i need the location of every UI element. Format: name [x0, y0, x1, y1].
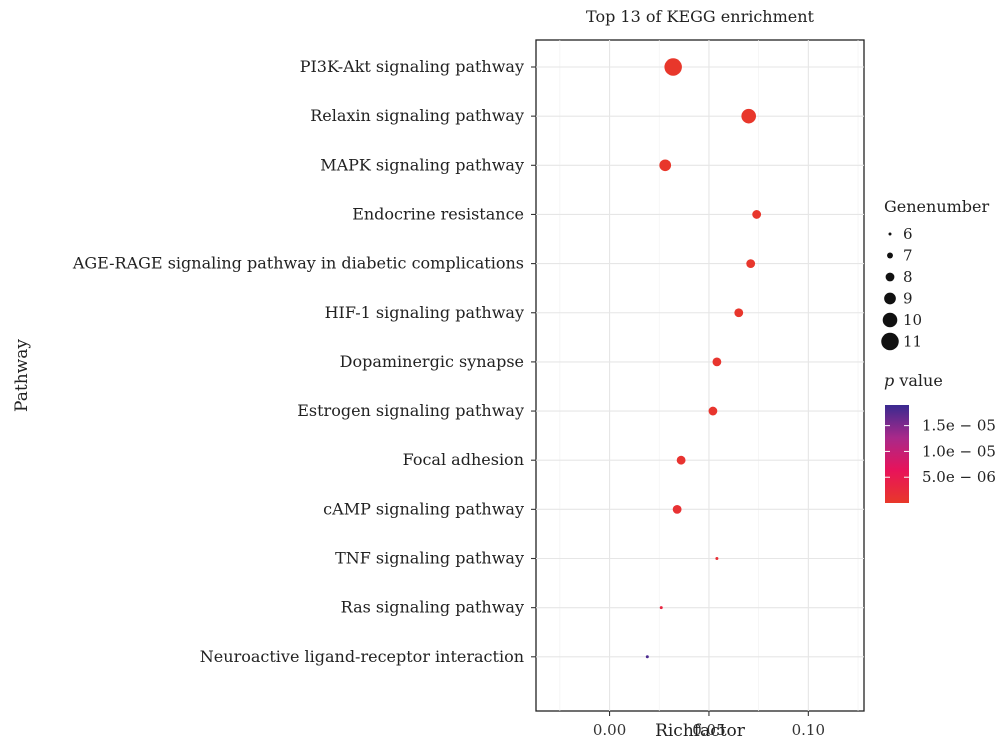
color-legend: p value 1.5e − 05 1.0e − 05 5.0e − 06	[884, 371, 996, 503]
y-tick-label: Relaxin signaling pathway	[310, 106, 524, 125]
y-tick-label: Endocrine resistance	[352, 204, 524, 223]
y-tick-label: TNF signaling pathway	[335, 549, 524, 568]
data-point	[708, 406, 718, 416]
size-legend-label: 7	[903, 247, 913, 265]
data-point	[715, 557, 719, 560]
size-legend-label: 6	[903, 225, 913, 243]
x-axis-label: Richfactor	[655, 721, 746, 741]
data-point	[712, 357, 722, 367]
plot-panel	[535, 39, 865, 712]
data-point	[664, 58, 682, 76]
color-legend-title-italic: p	[884, 371, 894, 390]
data-point	[645, 655, 649, 659]
size-legend-key	[884, 292, 896, 305]
x-tick-label: 0.10	[792, 721, 825, 739]
size-legend-label: 10	[903, 311, 922, 329]
y-tick-label: Dopaminergic synapse	[340, 352, 524, 371]
chart-title: Top 13 of KEGG enrichment	[586, 7, 815, 26]
x-axis-ticks: 0.00 0.05 0.10	[593, 711, 825, 739]
data-point	[746, 259, 756, 268]
y-axis-label: Pathway	[12, 339, 32, 412]
color-legend-title-rest: value	[894, 371, 943, 390]
size-legend-label: 8	[903, 268, 913, 286]
size-legend: Genenumber 6 7 8 9 10 11	[881, 197, 990, 351]
y-tick-label: HIF-1 signaling pathway	[325, 303, 524, 322]
size-legend-label: 11	[903, 333, 922, 351]
data-points	[645, 58, 762, 659]
data-point	[741, 108, 757, 124]
size-legend-key	[885, 272, 895, 282]
color-legend-bar	[885, 405, 909, 503]
y-tick-label: Estrogen signaling pathway	[297, 401, 524, 420]
y-tick-label: AGE-RAGE signaling pathway in diabetic c…	[72, 254, 524, 273]
data-point	[659, 159, 672, 172]
y-tick-label: Neuroactive ligand-receptor interaction	[200, 647, 524, 666]
data-point	[676, 455, 686, 465]
size-legend-key	[881, 332, 899, 351]
x-tick-label: 0.00	[593, 721, 626, 739]
y-tick-label: cAMP signaling pathway	[323, 499, 524, 518]
data-point	[734, 308, 744, 318]
y-axis-ticks: PI3K-Akt signaling pathway Relaxin signal…	[72, 57, 536, 666]
data-point	[752, 210, 762, 219]
color-legend-title: p value	[884, 371, 943, 390]
data-point	[672, 504, 682, 514]
color-legend-label: 5.0e − 06	[922, 468, 996, 486]
size-legend-key	[882, 312, 898, 328]
x-tick-label: 0.05	[692, 721, 725, 739]
y-tick-label: PI3K-Akt signaling pathway	[300, 57, 524, 76]
y-tick-label: Ras signaling pathway	[341, 598, 524, 617]
color-legend-label: 1.5e − 05	[922, 417, 996, 435]
size-legend-label: 9	[903, 290, 913, 308]
data-point	[659, 606, 663, 610]
color-legend-label: 1.0e − 05	[922, 442, 996, 460]
size-legend-key	[888, 232, 892, 236]
grid-lines	[536, 40, 864, 711]
size-legend-title: Genenumber	[884, 197, 990, 216]
size-legend-key	[887, 252, 893, 259]
y-tick-label: MAPK signaling pathway	[320, 155, 524, 174]
y-tick-label: Focal adhesion	[403, 450, 524, 469]
